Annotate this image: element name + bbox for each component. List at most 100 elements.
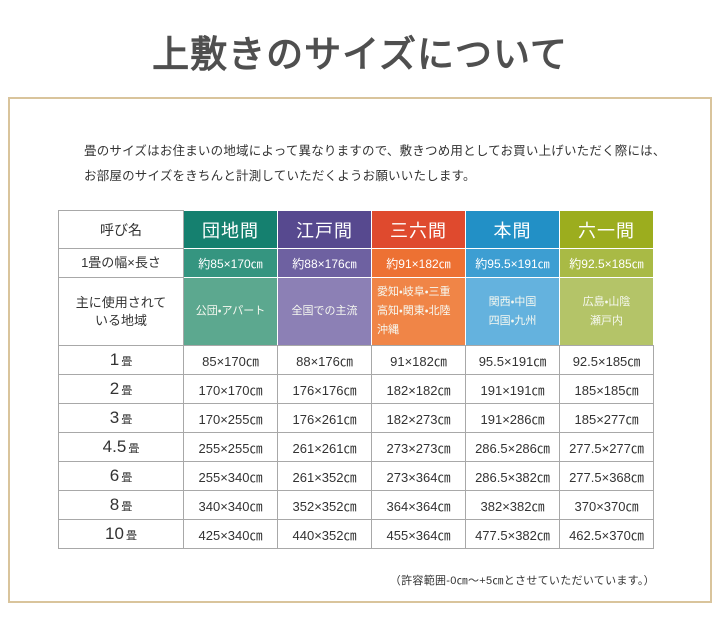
size-row-number: 6 — [109, 466, 120, 485]
size-value-cell: 277.5×368㎝ — [559, 461, 654, 491]
width-length-row: 1畳の幅×長さ 約85×170㎝ 約88×176㎝ 約91×182㎝ 約95.5×191… — [58, 248, 654, 278]
size-row-unit: 畳 — [121, 356, 133, 368]
size-row: 6 畳 255×340㎝ 261×352㎝ 273×364㎝ 286.5×382㎝ 277.… — [58, 461, 654, 491]
size-value-cell: 425×340㎝ — [183, 519, 278, 549]
size-value-cell: 95.5×191㎝ — [465, 345, 560, 375]
size-row-unit: 畳 — [125, 530, 137, 542]
size-row-unit: 畳 — [121, 385, 133, 397]
region-line: 公団・アパート — [195, 305, 266, 317]
size-value-cell: 261×352㎝ — [277, 461, 372, 491]
width-cell-honma: 約95.5×191㎝ — [465, 248, 560, 278]
size-row: 3 畳 170×255㎝ 176×261㎝ 182×273㎝ 191×286㎝ 185×27… — [58, 403, 654, 433]
size-value-cell: 182×273㎝ — [371, 403, 466, 433]
width-cell-danchima: 約85×170㎝ — [183, 248, 278, 278]
size-value-cell: 477.5×382㎝ — [465, 519, 560, 549]
size-row-number: 3 — [109, 408, 120, 427]
size-value-cell: 255×340㎝ — [183, 461, 278, 491]
size-value-cell: 191×286㎝ — [465, 403, 560, 433]
size-row: 8 畳 340×340㎝ 352×352㎝ 364×364㎝ 382×382㎝ 370×37… — [58, 490, 654, 520]
header-row: 呼び名 団地間 江戸間 三六間 本間 六一間 — [58, 210, 654, 249]
size-value-cell: 273×273㎝ — [371, 432, 466, 462]
size-table: 呼び名 団地間 江戸間 三六間 本間 六一間 1畳の幅×長さ 約85×170㎝ 約88×176㎝… — [58, 210, 654, 549]
size-value-cell: 191×191㎝ — [465, 374, 560, 404]
region-line: 全国での主流 — [291, 305, 358, 317]
region-cell-sanrokuma: 愛知・岐阜・三重 高知・関東・北陸 沖縄 — [371, 277, 466, 346]
size-row-unit: 畳 — [121, 472, 133, 484]
region-line: 高知・関東・北陸 — [377, 305, 451, 317]
region-line: 関西・中国 — [488, 295, 537, 308]
size-value-cell: 261×261㎝ — [277, 432, 372, 462]
size-value-cell: 92.5×185㎝ — [559, 345, 654, 375]
size-value-cell: 185×277㎝ — [559, 403, 654, 433]
size-row: 1 畳 85×170㎝ 88×176㎝ 91×182㎝ 95.5×191㎝ 92.5×185… — [58, 345, 654, 375]
size-value-cell: 382×382㎝ — [465, 490, 560, 520]
table-body: 呼び名 団地間 江戸間 三六間 本間 六一間 1畳の幅×長さ 約85×170㎝ 約88×176㎝… — [58, 210, 654, 549]
size-value-cell: 85×170㎝ — [183, 345, 278, 375]
size-value-cell: 170×170㎝ — [183, 374, 278, 404]
size-row-number: 4.5 — [102, 437, 127, 456]
region-cell-honma: 関西・中国四国・九州 — [465, 277, 560, 346]
footnote: （許容範囲-0㎝〜+5㎝とさせていただいています。） — [389, 575, 655, 587]
intro-line-1: 畳のサイズはお住まいの地域によって異なりますので、敷きつめ用としてお買い上げいた… — [84, 144, 666, 158]
region-cell-danchima: 公団・アパート — [183, 277, 278, 346]
column-header-danchima: 団地間 — [183, 210, 278, 249]
size-value-cell: 370×370㎝ — [559, 490, 654, 520]
region-row: 主に使用されて いる地域 公団・アパート 全国での主流 愛知・岐阜・三重 高知・関東・北陸… — [58, 277, 654, 346]
size-value-cell: 176×261㎝ — [277, 403, 372, 433]
size-value-cell: 286.5×286㎝ — [465, 432, 560, 462]
size-value-cell: 255×255㎝ — [183, 432, 278, 462]
size-row-number: 2 — [109, 379, 120, 398]
size-value-cell: 455×364㎝ — [371, 519, 466, 549]
region-row-label-line: 主に使用されて — [75, 294, 167, 310]
width-cell-edoma: 約88×176㎝ — [277, 248, 372, 278]
corner-header-cell: 呼び名 — [58, 210, 184, 249]
size-row-unit: 畳 — [121, 414, 133, 426]
size-row: 2 畳 170×170㎝ 176×176㎝ 182×182㎝ 191×191㎝ 185×18… — [58, 374, 654, 404]
region-cell-rokuichima: 広島・山陰 瀬戸内 — [559, 277, 654, 346]
size-value-cell: 364×364㎝ — [371, 490, 466, 520]
column-header-honma: 本間 — [465, 210, 560, 249]
width-cell-sanrokuma: 約91×182㎝ — [371, 248, 466, 278]
width-cell-rokuichima: 約92.5×185㎝ — [559, 248, 654, 278]
region-line: 愛知・岐阜・三重 — [377, 286, 451, 298]
size-row-number: 8 — [109, 495, 120, 514]
region-line: 瀬戸内 — [590, 314, 623, 327]
region-row-label: 主に使用されて いる地域 — [58, 277, 184, 346]
info-panel: 畳のサイズはお住まいの地域によって異なりますので、敷きつめ用としてお買い上げいた… — [8, 97, 712, 603]
region-cell-edoma: 全国での主流 — [277, 277, 372, 346]
width-row-label: 1畳の幅×長さ — [58, 248, 184, 278]
size-value-cell: 91×182㎝ — [371, 345, 466, 375]
size-value-cell: 352×352㎝ — [277, 490, 372, 520]
size-value-cell: 273×364㎝ — [371, 461, 466, 491]
page-title: 上敷きのサイズについて — [152, 32, 568, 76]
size-row-number: 1 — [109, 350, 120, 369]
size-value-cell: 277.5×277㎝ — [559, 432, 654, 462]
size-row: 10 畳 425×340㎝ 440×352㎝ 455×364㎝ 477.5×382㎝ 462… — [58, 519, 654, 549]
size-value-cell: 286.5×382㎝ — [465, 461, 560, 491]
column-header-rokuichima: 六一間 — [559, 210, 654, 249]
region-line: 沖縄 — [377, 324, 399, 336]
column-header-sanrokuma: 三六間 — [371, 210, 466, 249]
size-value-cell: 182×182㎝ — [371, 374, 466, 404]
size-value-cell: 462.5×370㎝ — [559, 519, 654, 549]
region-line: 四国・九州 — [488, 314, 537, 327]
size-row-unit: 畳 — [121, 501, 133, 513]
size-value-cell: 440×352㎝ — [277, 519, 372, 549]
size-row-number: 10 — [105, 524, 124, 543]
size-row-unit: 畳 — [128, 443, 140, 455]
size-value-cell: 170×255㎝ — [183, 403, 278, 433]
size-row-label: 10 畳 — [58, 519, 184, 549]
region-line: 広島・山陰 — [582, 295, 631, 308]
region-row-label-line: いる地域 — [94, 312, 147, 328]
size-value-cell: 176×176㎝ — [277, 374, 372, 404]
intro-text: 畳のサイズはお住まいの地域によって異なりますので、敷きつめ用としてお買い上げいた… — [84, 139, 666, 189]
size-value-cell: 185×185㎝ — [559, 374, 654, 404]
intro-line-2: お部屋のサイズをきちんと計測していただくようお願いいたします。 — [84, 169, 476, 183]
size-value-cell: 340×340㎝ — [183, 490, 278, 520]
column-header-edoma: 江戸間 — [277, 210, 372, 249]
